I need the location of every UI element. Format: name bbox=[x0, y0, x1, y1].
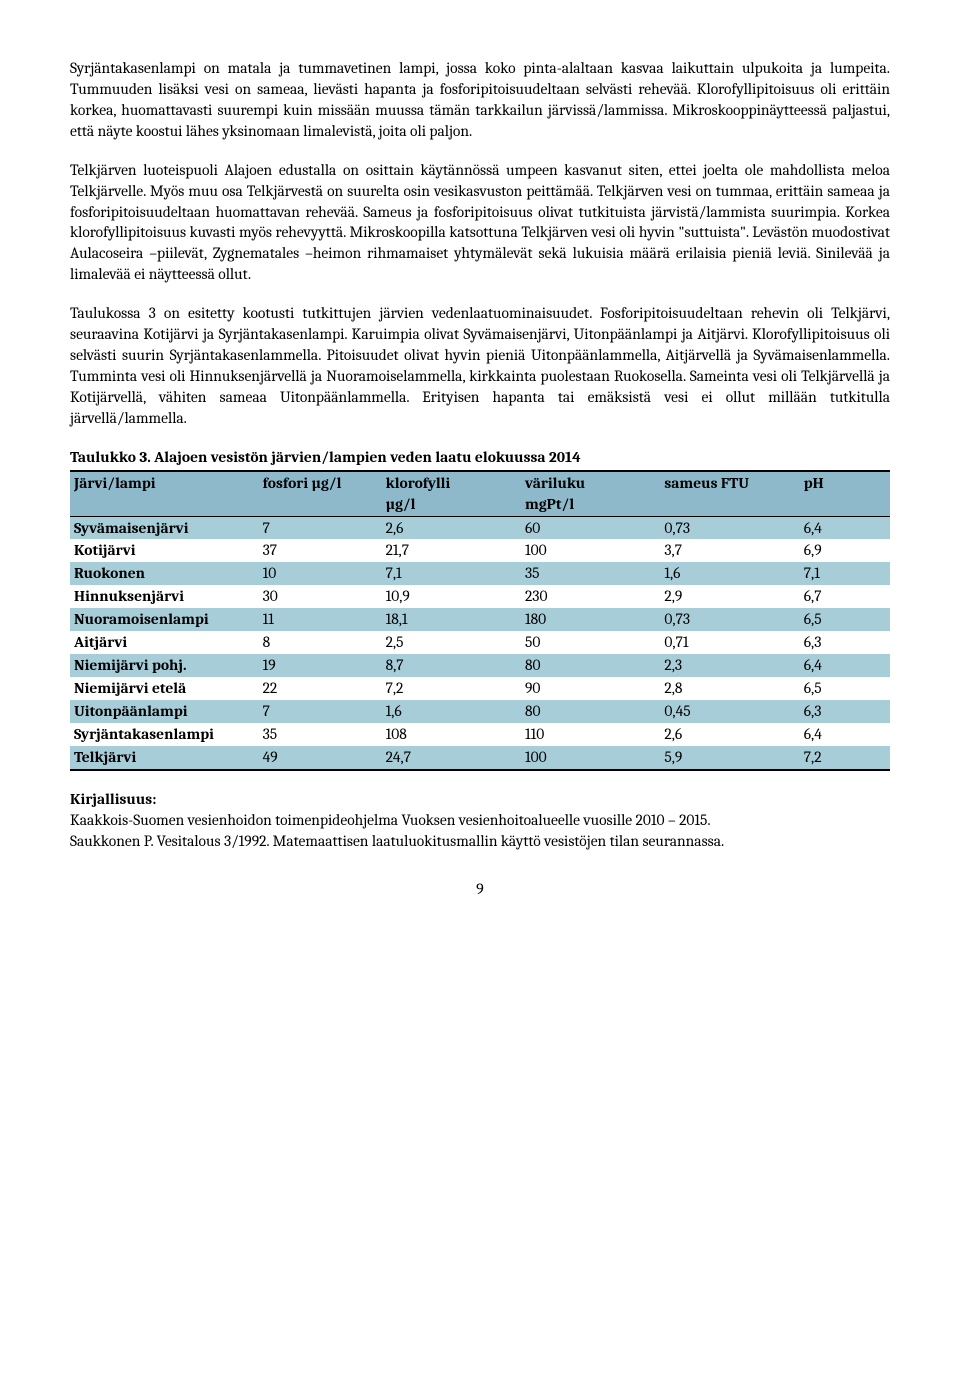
body-paragraph-3: Taulukossa 3 on esitetty kootusti tutkit… bbox=[70, 303, 890, 429]
table-row: Aitjärvi82,5500,716,3 bbox=[70, 631, 890, 654]
bibliography: Kirjallisuus: Kaakkois-Suomen vesienhoid… bbox=[70, 789, 890, 852]
table-cell: 90 bbox=[521, 677, 660, 700]
table-cell: 35 bbox=[259, 723, 382, 746]
table-cell: 108 bbox=[382, 723, 521, 746]
table-cell: Hinnuksenjärvi bbox=[70, 585, 259, 608]
table-cell: 6,5 bbox=[800, 608, 890, 631]
table-cell: 1,6 bbox=[660, 562, 799, 585]
page-number: 9 bbox=[70, 879, 890, 901]
table-cell: 0,73 bbox=[660, 608, 799, 631]
table-cell: 80 bbox=[521, 700, 660, 723]
th-klorofylli-l1: klorofylli bbox=[386, 474, 451, 492]
table-row: Niemijärvi pohj.198,7802,36,4 bbox=[70, 654, 890, 677]
table-cell: Syvämaisenjärvi bbox=[70, 516, 259, 539]
body-paragraph-2: Telkjärven luoteispuoli Alajoen edustall… bbox=[70, 160, 890, 286]
table-cell: 7,2 bbox=[800, 746, 890, 770]
table-cell: 7,1 bbox=[800, 562, 890, 585]
table-row: Kotijärvi3721,71003,76,9 bbox=[70, 539, 890, 562]
table-cell: 10,9 bbox=[382, 585, 521, 608]
table-cell: 0,71 bbox=[660, 631, 799, 654]
table-cell: 7 bbox=[259, 516, 382, 539]
table-cell: 1,6 bbox=[382, 700, 521, 723]
table-cell: 49 bbox=[259, 746, 382, 770]
table-row: Niemijärvi etelä227,2902,86,5 bbox=[70, 677, 890, 700]
table-cell: 0,73 bbox=[660, 516, 799, 539]
th-sameus: sameus FTU bbox=[660, 471, 799, 516]
table-cell: 30 bbox=[259, 585, 382, 608]
th-fosfori: fosfori µg/l bbox=[259, 471, 382, 516]
body-paragraph-1: Syrjäntakasenlampi on matala ja tummavet… bbox=[70, 58, 890, 142]
table-row: Uitonpäänlampi71,6800,456,3 bbox=[70, 700, 890, 723]
table-cell: Syrjäntakasenlampi bbox=[70, 723, 259, 746]
table-cell: 230 bbox=[521, 585, 660, 608]
table-row: Syvämaisenjärvi72,6600,736,4 bbox=[70, 516, 890, 539]
th-variluku-l1: väriluku bbox=[525, 474, 585, 492]
table-cell: 22 bbox=[259, 677, 382, 700]
table-cell: 100 bbox=[521, 539, 660, 562]
table-cell: 2,8 bbox=[660, 677, 799, 700]
table-cell: 8 bbox=[259, 631, 382, 654]
table-cell: 6,4 bbox=[800, 723, 890, 746]
table-cell: 24,7 bbox=[382, 746, 521, 770]
water-quality-table: Järvi/lampi fosfori µg/l klorofylli µg/l… bbox=[70, 470, 890, 771]
bibliography-title: Kirjallisuus: bbox=[70, 789, 890, 810]
table-cell: 11 bbox=[259, 608, 382, 631]
table-cell: 3,7 bbox=[660, 539, 799, 562]
table-cell: Nuoramoisenlampi bbox=[70, 608, 259, 631]
table-row: Ruokonen107,1351,67,1 bbox=[70, 562, 890, 585]
table-cell: Niemijärvi pohj. bbox=[70, 654, 259, 677]
table-cell: 7 bbox=[259, 700, 382, 723]
table-cell: 18,1 bbox=[382, 608, 521, 631]
table-cell: Ruokonen bbox=[70, 562, 259, 585]
table-cell: 6,9 bbox=[800, 539, 890, 562]
bibliography-line-2: Saukkonen P. Vesitalous 3/1992. Matemaat… bbox=[70, 831, 890, 852]
th-klorofylli: klorofylli µg/l bbox=[382, 471, 521, 516]
table-cell: 7,1 bbox=[382, 562, 521, 585]
table-row: Nuoramoisenlampi1118,11800,736,5 bbox=[70, 608, 890, 631]
table-cell: Niemijärvi etelä bbox=[70, 677, 259, 700]
table-cell: 37 bbox=[259, 539, 382, 562]
table-cell: 5,9 bbox=[660, 746, 799, 770]
table-title: Taulukko 3. Alajoen vesistön järvien/lam… bbox=[70, 447, 890, 468]
table-cell: 2,9 bbox=[660, 585, 799, 608]
table-cell: 2,6 bbox=[382, 516, 521, 539]
table-cell: 2,6 bbox=[660, 723, 799, 746]
table-cell: 6,5 bbox=[800, 677, 890, 700]
table-cell: 100 bbox=[521, 746, 660, 770]
table-cell: 50 bbox=[521, 631, 660, 654]
table-cell: 2,5 bbox=[382, 631, 521, 654]
table-cell: 35 bbox=[521, 562, 660, 585]
table-cell: Telkjärvi bbox=[70, 746, 259, 770]
table-cell: Uitonpäänlampi bbox=[70, 700, 259, 723]
table-cell: 8,7 bbox=[382, 654, 521, 677]
table-cell: 6,7 bbox=[800, 585, 890, 608]
table-cell: 2,3 bbox=[660, 654, 799, 677]
th-name: Järvi/lampi bbox=[70, 471, 259, 516]
table-cell: 110 bbox=[521, 723, 660, 746]
table-cell: 0,45 bbox=[660, 700, 799, 723]
bibliography-line-1: Kaakkois-Suomen vesienhoidon toimenpideo… bbox=[70, 810, 890, 831]
table-cell: 7,2 bbox=[382, 677, 521, 700]
table-cell: 60 bbox=[521, 516, 660, 539]
table-cell: 6,3 bbox=[800, 700, 890, 723]
table-cell: Aitjärvi bbox=[70, 631, 259, 654]
table-cell: Kotijärvi bbox=[70, 539, 259, 562]
table-cell: 19 bbox=[259, 654, 382, 677]
table-row: Hinnuksenjärvi3010,92302,96,7 bbox=[70, 585, 890, 608]
table-cell: 6,4 bbox=[800, 654, 890, 677]
table-cell: 180 bbox=[521, 608, 660, 631]
table-cell: 21,7 bbox=[382, 539, 521, 562]
th-variluku: väriluku mgPt/l bbox=[521, 471, 660, 516]
table-header-row: Järvi/lampi fosfori µg/l klorofylli µg/l… bbox=[70, 471, 890, 516]
table-row: Telkjärvi4924,71005,97,2 bbox=[70, 746, 890, 770]
th-ph: pH bbox=[800, 471, 890, 516]
th-klorofylli-l2: µg/l bbox=[386, 495, 416, 513]
table-cell: 80 bbox=[521, 654, 660, 677]
th-variluku-l2: mgPt/l bbox=[525, 495, 574, 513]
table-cell: 6,3 bbox=[800, 631, 890, 654]
table-cell: 10 bbox=[259, 562, 382, 585]
table-cell: 6,4 bbox=[800, 516, 890, 539]
table-row: Syrjäntakasenlampi351081102,66,4 bbox=[70, 723, 890, 746]
